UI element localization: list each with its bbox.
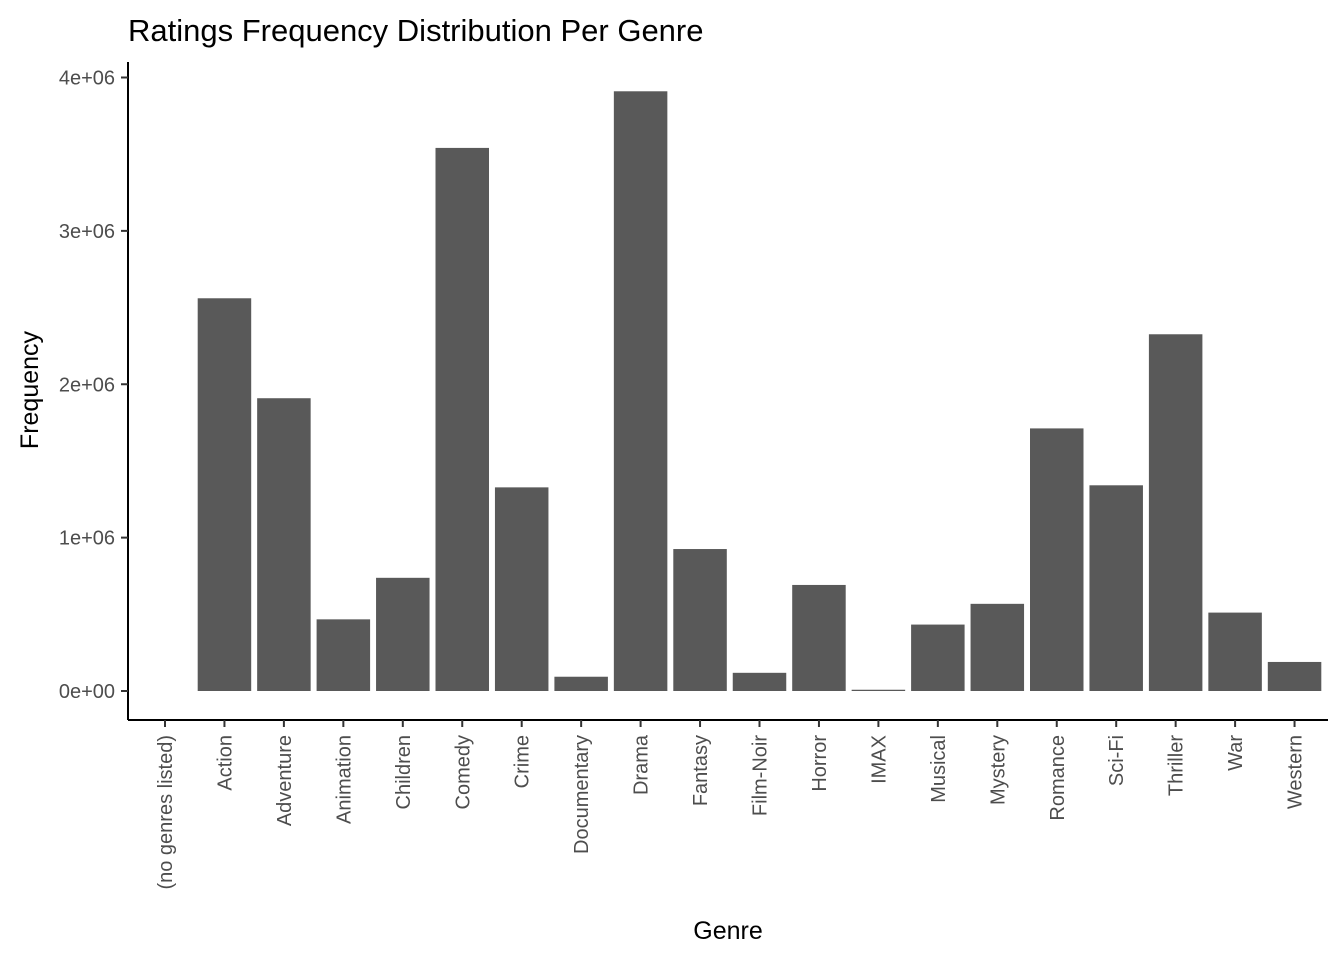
y-tick-label: 4e+06: [59, 68, 115, 90]
bar-1: [197, 298, 252, 691]
x-tick-label: IMAX: [868, 735, 890, 784]
bar-10: [732, 672, 787, 691]
y-tick-label: 2e+06: [59, 374, 115, 396]
bar-16: [1089, 485, 1143, 691]
x-tick-label: Children: [393, 735, 415, 809]
bar-7: [554, 676, 608, 691]
x-axis: (no genres listed) Action Adventure Animati…: [128, 719, 1328, 890]
x-tick-label: Adventure: [274, 735, 296, 826]
bar-5: [435, 147, 489, 692]
x-tick-label: Romance: [1047, 735, 1069, 821]
bar-15: [1030, 428, 1084, 691]
bar-6: [494, 487, 549, 691]
bar-18: [1208, 612, 1262, 691]
x-tick-label: Western: [1285, 735, 1307, 809]
x-tick-label: (no genres listed): [155, 735, 177, 890]
bar-3: [316, 619, 371, 691]
x-tick-label: Thriller: [1166, 735, 1188, 796]
bar-17: [1148, 334, 1203, 691]
bar-14: [970, 603, 1025, 691]
bars-layer: [138, 91, 1322, 692]
bar-12: [851, 689, 906, 691]
x-axis-title: Genre: [693, 917, 762, 945]
chart-title: Ratings Frequency Distribution Per Genre: [128, 13, 703, 48]
x-tick-label: Animation: [333, 735, 355, 824]
bar-13: [911, 624, 965, 691]
y-axis-title: Frequency: [16, 330, 44, 449]
x-tick-label: Mystery: [987, 735, 1009, 805]
x-tick-label: Musical: [928, 735, 950, 803]
x-tick-label: Fantasy: [690, 735, 712, 806]
x-tick-label: Film-Noir: [750, 735, 772, 816]
x-tick-label: Documentary: [571, 735, 593, 854]
bar-9: [673, 549, 727, 691]
y-tick-label: 1e+06: [59, 528, 115, 550]
bar-11: [792, 584, 846, 691]
x-tick-label: War: [1225, 735, 1247, 771]
bar-8: [613, 91, 668, 691]
x-tick-label: Sci-Fi: [1106, 735, 1128, 786]
bar-4: [376, 577, 430, 691]
y-tick-label: 0e+00: [59, 681, 115, 703]
bar-19: [1267, 661, 1322, 691]
x-tick-label: Action: [214, 735, 236, 791]
x-tick-label: Horror: [809, 735, 831, 792]
x-tick-label: Drama: [631, 734, 653, 795]
x-tick-label: Crime: [512, 735, 534, 788]
bar-2: [257, 398, 311, 691]
y-tick-label: 3e+06: [59, 221, 115, 243]
x-tick-label: Comedy: [452, 735, 474, 809]
y-axis: 0e+00 1e+06 2e+06 3e+06 4e+06: [59, 62, 129, 720]
